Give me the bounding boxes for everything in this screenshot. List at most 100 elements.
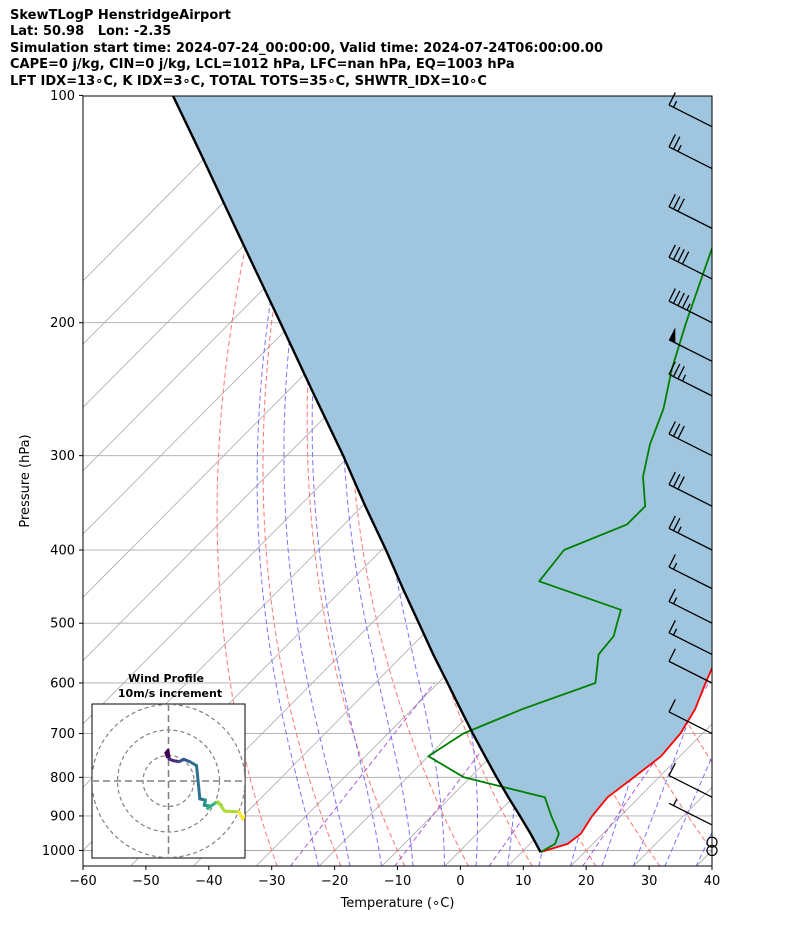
y-tick-label: 100 [50,89,75,104]
wind-barb [668,134,713,170]
cape-cin-shading [173,96,712,853]
barb-flag [677,292,685,306]
wind-barb [668,193,713,229]
barb-shaft [668,433,713,457]
x-tick-label: −30 [258,874,285,889]
y-tick-label: 900 [50,809,75,824]
wind-barb [668,327,713,362]
barb-flag [668,244,676,258]
shaded-area [173,96,712,853]
barb-flag [672,474,681,488]
chart-header: SkewTLogP HenstridgeAirport Lat: 50.98 Lo… [10,8,603,90]
wind-barb [668,515,713,551]
barb-flag [672,517,681,531]
wind-barb [668,421,713,457]
isotherm [570,723,712,866]
barb-pennant [669,327,676,343]
wind-barb [668,361,713,397]
mixing-ratio-line [289,682,435,866]
barb-shaft [668,527,713,551]
isotherm [83,96,268,282]
dry-adiabat [306,96,406,866]
wind-barb [668,92,713,128]
title-line-station: SkewTLogP HenstridgeAirport [10,8,231,23]
wind-barb [668,588,713,624]
parcel-path-line [171,96,542,853]
barb-half-flag [677,526,682,534]
wind-barbs [668,92,718,857]
y-tick-label: 500 [50,617,75,632]
y-tick-label: 1000 [42,844,75,859]
barb-half-flag [672,100,678,108]
title-line-latlon: Lat: 50.98 Lon: -2.35 [10,24,172,40]
barb-half-flag [681,374,687,382]
barb-flag [668,288,676,302]
x-tick-label: −20 [321,874,348,889]
profile-lines [171,96,712,853]
dry-adiabat [349,96,469,866]
barb-shaft [668,339,713,362]
barb-flag [668,620,676,634]
barb-flag [668,421,676,435]
y-tick-label: 400 [50,544,75,559]
barb-flag [681,295,690,309]
barb-shaft [668,256,713,280]
barb-flag [672,423,681,437]
hodograph-segment [240,814,245,821]
x-tick-label: 10 [515,874,532,889]
barb-half-flag [672,628,678,636]
barb-shaft [668,566,713,590]
x-tick-label: 0 [456,874,464,889]
hodograph-segment [223,809,241,814]
barb-flag [668,361,676,375]
title-line-times: Simulation start time: 2024-07-24_00:00:… [10,40,603,56]
barb-flag [672,196,681,210]
dry-adiabat [773,95,794,866]
barb-flag [668,588,676,602]
barb-flag [672,246,681,260]
barb-half-flag [672,799,678,806]
barb-half-flag [672,597,678,605]
barb-flag [668,554,676,568]
hodograph-segment [216,800,227,813]
moist-adiabat [256,96,320,866]
title-line-indices: LFT IDX=13∘C, K IDX=3∘C, TOTAL TOTS=35∘C… [10,73,487,89]
dry-adiabat [740,95,794,866]
x-tick-label: −50 [132,874,159,889]
isotherm [83,96,331,345]
wind-barb [668,699,713,735]
y-tick-label: 300 [50,449,75,464]
dry-adiabat [707,96,712,150]
moist-adiabat [601,96,681,866]
barb-flag [668,92,676,106]
barb-flag [668,134,676,148]
barb-flag [677,365,685,380]
barb-flag [668,193,676,208]
temperature-line [540,666,712,853]
barb-flag [668,515,676,529]
y-tick-label: 600 [50,676,75,691]
barb-shaft [668,206,713,229]
barb-shaft [668,775,713,798]
barb-shaft [668,146,713,170]
barb-shaft [668,632,713,656]
barb-flag [672,136,681,150]
x-tick-label: 40 [704,874,721,889]
hodograph-segment [195,764,202,801]
hodograph-subtitle: 10m/s increment [118,687,222,700]
barb-flag [681,251,690,265]
hodograph-segment [206,800,218,810]
wind-barb [668,648,713,684]
barb-shaft [668,484,713,507]
wind-barb [668,471,713,507]
barb-shaft [668,601,713,624]
title-line-cape: CAPE=0 j/kg, CIN=0 j/kg, LCL=1012 hPa, L… [10,57,515,73]
moist-adiabat [283,96,351,866]
barb-half-flag [672,562,678,570]
barb-shaft [668,300,713,324]
barb-half-flag [686,303,691,311]
barb-shaft [668,660,713,684]
barb-half-flag [677,144,682,152]
x-tick-label: 30 [641,874,658,889]
x-tick-label: 20 [578,874,595,889]
